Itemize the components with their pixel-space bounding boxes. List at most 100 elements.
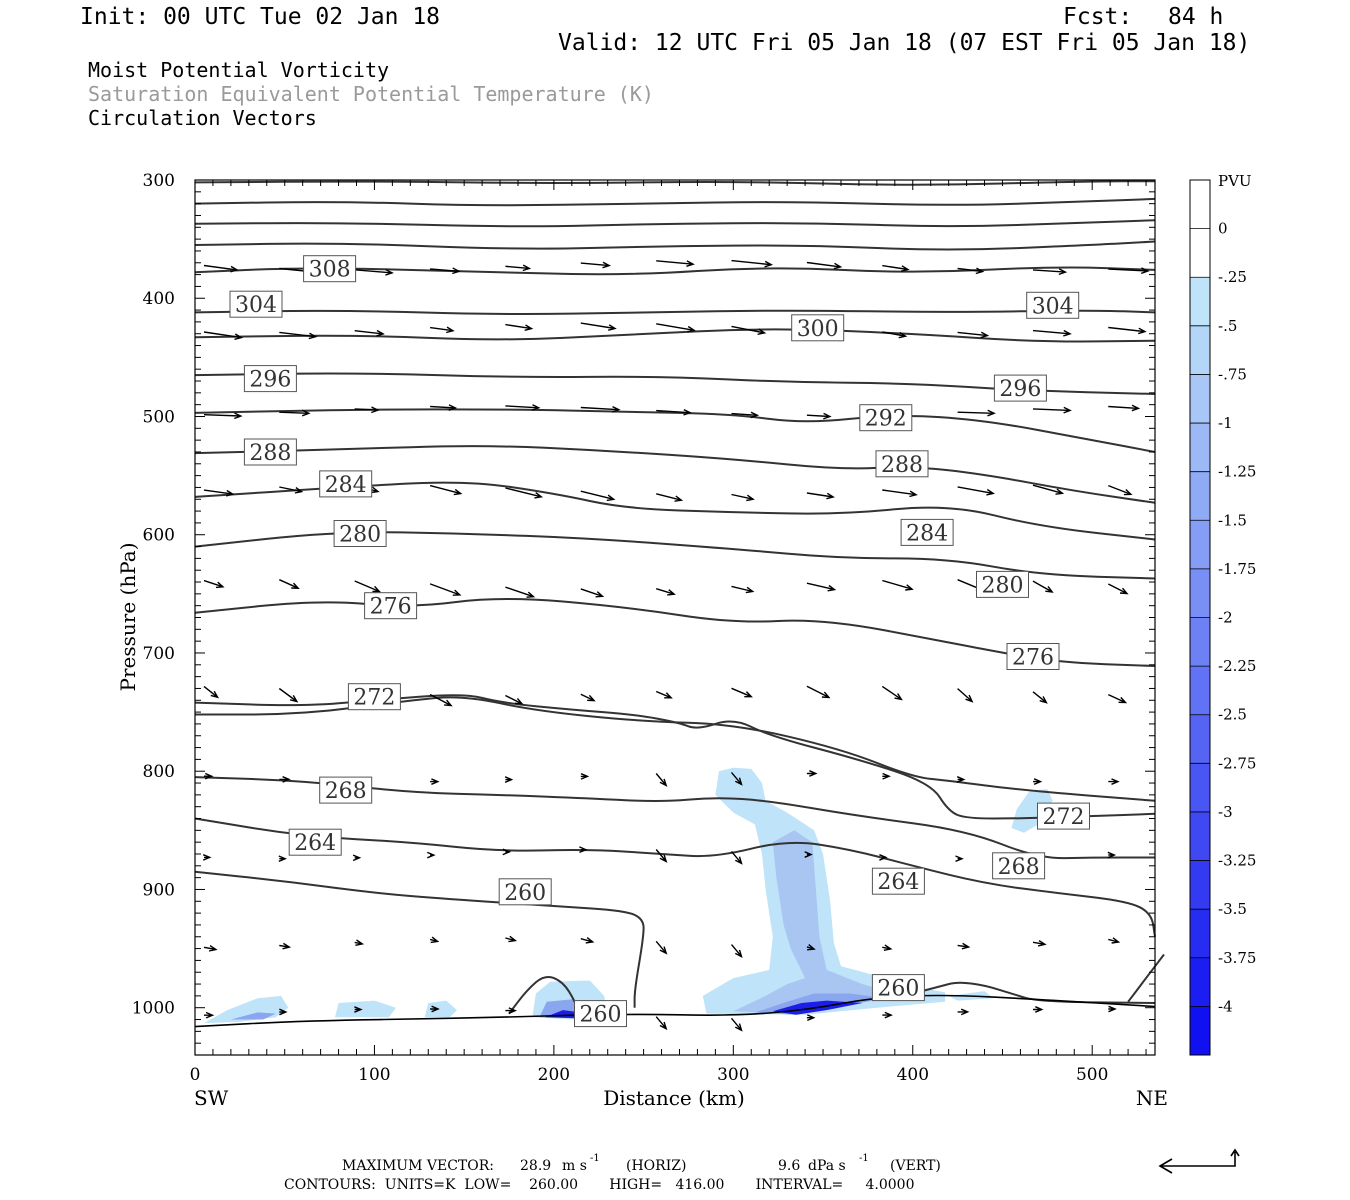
- circulation-vector: [731, 687, 753, 698]
- colorbar-bin: [1190, 325, 1210, 375]
- circulation-vector: [429, 484, 463, 496]
- contour-label: 276: [1012, 646, 1054, 671]
- circulation-vector: [957, 267, 985, 275]
- max-horiz-value: 28.9: [520, 1158, 552, 1174]
- colorbar-label: 0: [1218, 220, 1228, 238]
- circulation-vector: [1032, 268, 1068, 276]
- circulation-vector: [882, 579, 914, 591]
- circulation-vector: [354, 406, 380, 414]
- theta-contour-12: [194, 597, 1156, 667]
- circulation-vector: [882, 772, 891, 780]
- contour-label-box: [364, 592, 418, 620]
- init-time: Init: 00 UTC Tue 02 Jan 18: [80, 4, 441, 30]
- contour-label-box: [993, 374, 1047, 402]
- circulation-vector: [1032, 691, 1048, 704]
- theta-contour-7: [194, 372, 1156, 395]
- max-horiz-exponent: -1: [590, 1153, 600, 1164]
- circulation-vector: [579, 846, 588, 854]
- circulation-vector: [278, 687, 299, 703]
- contour-label-box: [1026, 291, 1080, 319]
- circulation-vector: [655, 690, 673, 699]
- contour-label-box: [498, 878, 552, 906]
- circulation-vector: [430, 778, 440, 785]
- colorbar-bin: [1190, 1006, 1210, 1056]
- colorbar-label: -.75: [1218, 365, 1247, 383]
- circulation-vector: [278, 855, 288, 863]
- circulation-vector: [502, 848, 512, 856]
- x-tick-label: 500: [1076, 1065, 1108, 1085]
- circulation-vector: [580, 693, 596, 702]
- colorbar: PVU 0 -.25 -.5 -.75 -1 -1.25 -1.5 -1.75 -2 -2.25 -2…: [1189, 172, 1256, 1056]
- circulation-vector: [354, 329, 385, 337]
- contour-label: 272: [1043, 805, 1085, 830]
- circulation-vector: [1108, 693, 1128, 704]
- contour-label: 264: [877, 870, 919, 895]
- theta-contour-5: [194, 309, 1156, 315]
- circulation-vector: [429, 583, 462, 596]
- circulation-vector: [203, 579, 225, 589]
- contour-label-box: [303, 255, 357, 283]
- contour-label-box: [574, 1000, 627, 1028]
- contour-label: 264: [294, 831, 336, 856]
- contour-label: 288: [249, 441, 291, 466]
- circulation-vector: [955, 855, 964, 863]
- circulation-vector: [957, 1008, 970, 1016]
- pv-region-column-mid: [733, 830, 895, 1014]
- circulation-vector: [1032, 484, 1065, 495]
- reference-vector-arrow: [1158, 1148, 1240, 1174]
- colorbar-bin: [1190, 374, 1210, 424]
- y-tick-label: 300: [143, 171, 175, 191]
- circulation-vector: [1108, 326, 1147, 335]
- circulation-vector: [204, 1011, 215, 1019]
- circulation-vector: [806, 685, 831, 699]
- contour-label: 304: [1032, 294, 1074, 319]
- contour-label-box: [288, 828, 342, 856]
- plot-frame: [194, 179, 1156, 1056]
- circulation-vector: [429, 936, 440, 944]
- circulation-vector: [730, 944, 743, 958]
- contour-label: 296: [249, 368, 291, 393]
- circulation-vector: [505, 487, 544, 499]
- colorbar-bin: [1190, 860, 1210, 910]
- circulation-vector: [1108, 267, 1150, 275]
- colorbar-label: -3: [1218, 803, 1233, 821]
- contour-label: 268: [998, 855, 1040, 880]
- circulation-vector: [731, 585, 755, 594]
- circulation-vector: [505, 323, 534, 331]
- circulation-vector: [655, 940, 668, 955]
- circulation-vector: [279, 776, 291, 783]
- circulation-vector: [203, 331, 244, 340]
- colorbar-bin: [1190, 520, 1210, 570]
- circulation-vector: [505, 935, 518, 943]
- pv-fill-layer: [204, 767, 1053, 1024]
- circulation-vector: [806, 582, 837, 592]
- theta-contour-6: [194, 328, 1156, 343]
- circulation-vector: [806, 944, 816, 951]
- colorbar-label: -1.75: [1218, 560, 1256, 578]
- circulation-vector: [505, 1007, 517, 1015]
- circulation-vector: [879, 854, 888, 861]
- circulation-vector: [656, 323, 696, 333]
- circulation-vector: [730, 771, 743, 786]
- pv-region-patch-2: [335, 1000, 396, 1018]
- contour-label: 280: [339, 523, 381, 548]
- circulation-vector: [957, 942, 971, 950]
- circulation-vector: [731, 259, 774, 268]
- circulation-vector: [1032, 580, 1054, 593]
- max-vert-unit: dPa s: [808, 1158, 846, 1174]
- contour-label-box: [243, 365, 297, 393]
- max-vert-value: 9.6: [778, 1158, 801, 1174]
- contour-label-box: [1006, 643, 1060, 670]
- colorbar-label: -3.5: [1218, 900, 1247, 918]
- circulation-vector: [204, 772, 214, 780]
- circulation-vector: [957, 331, 990, 339]
- contour-label: 308: [309, 258, 351, 283]
- circulation-vector: [656, 408, 692, 416]
- circulation-vector: [580, 937, 595, 944]
- theta-contour-8: [194, 408, 1156, 453]
- circulation-vector: [354, 580, 382, 593]
- pv-region-patch-3: [424, 1000, 457, 1018]
- x-tick-label: 300: [717, 1065, 749, 1085]
- max-vert-exponent: -1: [859, 1153, 869, 1164]
